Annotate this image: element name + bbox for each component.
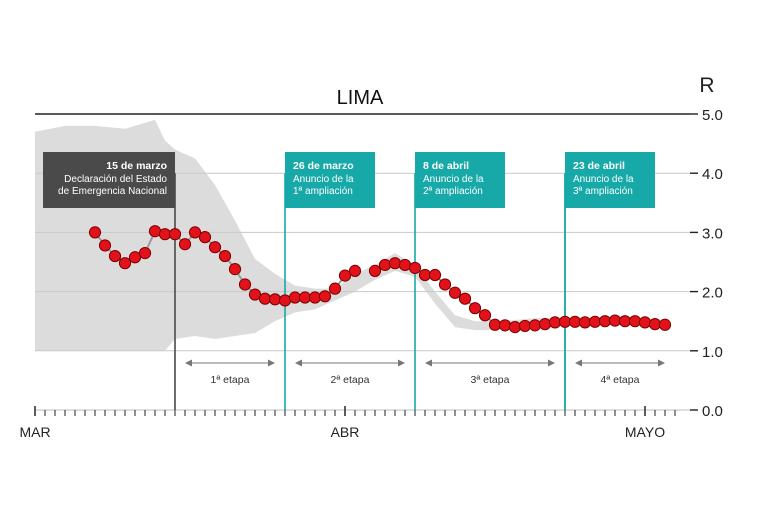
data-point (458, 292, 472, 305)
chart-title: LIMA (337, 87, 384, 109)
stage-label: 4ª etapa (601, 374, 640, 386)
data-point (398, 258, 412, 272)
event-box (285, 152, 375, 208)
event-text: 3ª ampliación (573, 186, 633, 197)
data-point (188, 226, 202, 239)
event-text: Anuncio de la (293, 174, 354, 185)
axes: 0.0 1.0 2.0 3.0 4.0 5.0 MAR ABR MAYO (19, 107, 722, 440)
data-point (388, 257, 402, 270)
data-point (488, 318, 502, 331)
data-point (548, 316, 562, 329)
data-point (588, 315, 602, 328)
y-tick-label: 4.0 (702, 166, 723, 183)
stage-arrow-head-right (658, 359, 665, 367)
data-point (108, 249, 122, 263)
y-tick-label: 5.0 (702, 107, 723, 124)
stage-label: 1ª etapa (211, 374, 250, 386)
data-point (338, 269, 352, 282)
x-month-label: MAYO (625, 424, 665, 440)
data-point (528, 319, 542, 332)
data-point (348, 264, 362, 277)
confidence-band (35, 119, 665, 351)
data-point (118, 257, 132, 270)
data-point (508, 321, 522, 334)
stage-arrows: 1ª etapa 2ª etapa 3ª etapa 4ª etapa (185, 359, 665, 386)
data-point (368, 264, 382, 277)
data-point (258, 292, 272, 305)
data-point (428, 268, 442, 282)
data-point (138, 247, 152, 260)
data-point (608, 314, 622, 327)
y-tick-label: 1.0 (702, 344, 723, 361)
data-point (518, 319, 532, 333)
event-date: 23 de abril (573, 160, 625, 172)
data-point (178, 238, 192, 251)
data-point (268, 293, 282, 306)
data-point (168, 228, 182, 241)
data-point (408, 261, 422, 275)
event-date: 15 de marzo (106, 160, 167, 172)
event-box (415, 152, 505, 208)
stage-arrow-head-left (185, 359, 192, 367)
data-point (598, 315, 612, 328)
y-tick-label: 0.0 (702, 403, 723, 420)
stage-arrow-head-right (398, 359, 405, 367)
y-tick-label: 3.0 (702, 225, 723, 242)
stage-arrow-head-left (425, 359, 432, 367)
stage-arrow-head-right (268, 359, 275, 367)
stage-arrow-head-right (548, 359, 555, 367)
data-point (148, 225, 162, 238)
data-point (228, 263, 242, 276)
event-text: Anuncio de la (423, 174, 484, 185)
data-point (208, 241, 222, 254)
event-date: 8 de abril (423, 160, 469, 172)
event-text: Anuncio de la (573, 174, 634, 185)
series (88, 225, 672, 334)
data-point (318, 290, 332, 303)
data-point (468, 302, 482, 315)
event-box (565, 152, 655, 208)
data-point (98, 239, 112, 252)
stage-arrow-head-left (295, 359, 302, 367)
data-point (658, 318, 672, 331)
stage-label: 3ª etapa (471, 374, 510, 386)
data-point (568, 315, 582, 328)
data-point (218, 249, 232, 263)
data-point (378, 258, 392, 272)
event-text: 1ª ampliación (293, 186, 353, 197)
y-tick-label: 2.0 (702, 285, 723, 302)
data-point (628, 315, 642, 328)
data-point (308, 291, 322, 304)
data-point (198, 231, 212, 244)
stage-arrow-head-left (575, 359, 582, 367)
data-point (448, 286, 462, 299)
stage-label: 2ª etapa (331, 374, 370, 386)
event-text: 2ª ampliación (423, 186, 483, 197)
x-month-label: MAR (19, 424, 50, 440)
data-point (538, 318, 552, 331)
data-point (478, 309, 492, 322)
data-point (638, 316, 652, 329)
data-point (498, 319, 512, 332)
x-month-label: ABR (331, 424, 360, 440)
event-text: de Emergencia Nacional (58, 186, 167, 197)
data-point (648, 318, 662, 331)
data-point (238, 278, 252, 291)
data-point (88, 226, 102, 239)
event-box (43, 152, 175, 208)
event-date: 26 de marzo (293, 160, 354, 172)
data-point (438, 278, 452, 291)
y-axis-label: R (699, 74, 714, 97)
confidence-band-area (35, 119, 665, 351)
data-point (278, 294, 292, 307)
data-point (328, 282, 342, 295)
data-point (578, 316, 592, 329)
event-text: Declaración del Estado (64, 174, 167, 185)
